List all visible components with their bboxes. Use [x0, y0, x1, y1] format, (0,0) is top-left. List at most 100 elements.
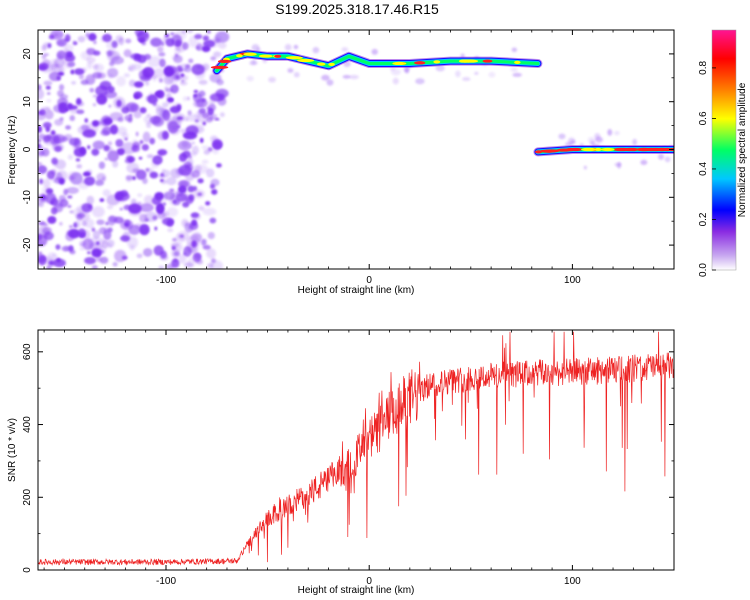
track-halo-speckle [341, 47, 349, 52]
noise-speckle [215, 163, 222, 168]
track-halo-speckle [392, 77, 399, 85]
noise-speckle [210, 56, 217, 61]
noise-speckle [162, 102, 169, 108]
noise-speckle [61, 245, 71, 252]
noise-speckle [152, 155, 163, 165]
upper-track-peak [258, 54, 273, 58]
upper-track-peak [210, 65, 229, 69]
lower-track-peak [581, 147, 598, 152]
noise-speckle [212, 148, 219, 155]
noise-speckle [95, 179, 105, 186]
noise-speckle [142, 247, 153, 257]
noise-speckle [112, 262, 118, 267]
noise-speckle [93, 63, 104, 72]
noise-speckle [172, 199, 177, 204]
noise-speckle [155, 104, 162, 112]
noise-speckle [38, 111, 42, 115]
noise-speckle [139, 224, 150, 236]
track-halo-speckle [349, 74, 359, 80]
noise-speckle [137, 201, 142, 205]
noise-speckle [125, 205, 129, 209]
noise-speckle [104, 157, 109, 161]
upper-track-peak [514, 60, 521, 65]
noise-speckle [153, 245, 164, 256]
noise-speckle [154, 226, 158, 231]
noise-speckle [206, 30, 211, 34]
track-halo-speckle [249, 60, 258, 66]
track-halo-speckle [594, 133, 601, 139]
noise-speckle [206, 248, 217, 259]
noise-speckle [125, 176, 132, 183]
noise-speckle [39, 178, 44, 185]
noise-speckle [144, 81, 150, 86]
noise-speckle [116, 76, 126, 87]
noise-speckle [187, 110, 192, 116]
noise-speckle [38, 129, 43, 134]
noise-speckle [48, 71, 61, 82]
noise-speckle [67, 204, 72, 208]
noise-speckle [135, 169, 147, 180]
track-halo-speckle [640, 159, 648, 166]
noise-speckle [132, 176, 136, 180]
upper-track-peak [243, 52, 257, 56]
noise-speckle [47, 42, 52, 49]
noise-speckle [146, 121, 152, 129]
noise-speckle [116, 148, 125, 156]
noise-speckle [126, 236, 139, 249]
noise-speckle [144, 53, 152, 60]
lower-track-peak [662, 147, 672, 152]
noise-speckle [178, 152, 188, 162]
spectrogram-x-tick-label: 0 [366, 275, 372, 286]
noise-speckle [107, 141, 113, 146]
noise-speckle [132, 145, 138, 151]
noise-speckle [142, 131, 151, 143]
track-halo-speckle [570, 140, 576, 144]
noise-speckle [178, 254, 187, 264]
noise-speckle [202, 35, 210, 42]
noise-speckle [123, 73, 130, 78]
noise-speckle [92, 120, 99, 127]
noise-speckle [139, 140, 144, 145]
track-halo-speckle [455, 70, 461, 78]
track-halo-speckle [474, 71, 479, 75]
noise-speckle [52, 65, 66, 74]
noise-speckle [53, 104, 66, 113]
noise-speckle [182, 96, 188, 101]
noise-speckle [191, 141, 195, 145]
noise-speckle [201, 159, 209, 164]
lower-track-peak [627, 147, 639, 152]
noise-speckle [46, 99, 52, 103]
noise-speckle [202, 244, 211, 250]
noise-speckle [43, 178, 51, 188]
noise-speckle [171, 72, 184, 81]
noise-speckle [80, 51, 92, 60]
noise-speckle [191, 219, 198, 227]
snr-y-tick-label: 600 [22, 343, 33, 360]
noise-speckle [216, 79, 224, 86]
noise-speckle [146, 167, 154, 174]
track-halo-speckle [287, 68, 294, 73]
snr-y-tick-label: 400 [22, 416, 33, 433]
noise-speckle [112, 160, 119, 168]
track-halo-speckle [558, 133, 566, 140]
noise-speckle [157, 46, 164, 53]
noise-speckle [128, 209, 142, 217]
chart-title: S199.2025.318.17.46.R15 [275, 1, 439, 17]
noise-speckle [107, 205, 114, 210]
noise-speckle [91, 148, 100, 156]
noise-speckle [166, 117, 182, 130]
noise-speckle [82, 229, 91, 240]
noise-speckle [187, 185, 195, 193]
spectrogram-x-tick-label: -100 [156, 275, 176, 286]
noise-speckle [150, 37, 163, 47]
noise-speckle [134, 53, 141, 60]
noise-speckle [69, 210, 74, 214]
lower-track-peak [643, 147, 660, 152]
noise-speckle [210, 136, 219, 144]
noise-speckle [162, 169, 166, 173]
spectrogram-y-tick-label: 10 [22, 96, 33, 108]
track-halo-speckle [510, 67, 518, 72]
noise-speckle [152, 78, 157, 82]
noise-speckle [143, 194, 154, 205]
